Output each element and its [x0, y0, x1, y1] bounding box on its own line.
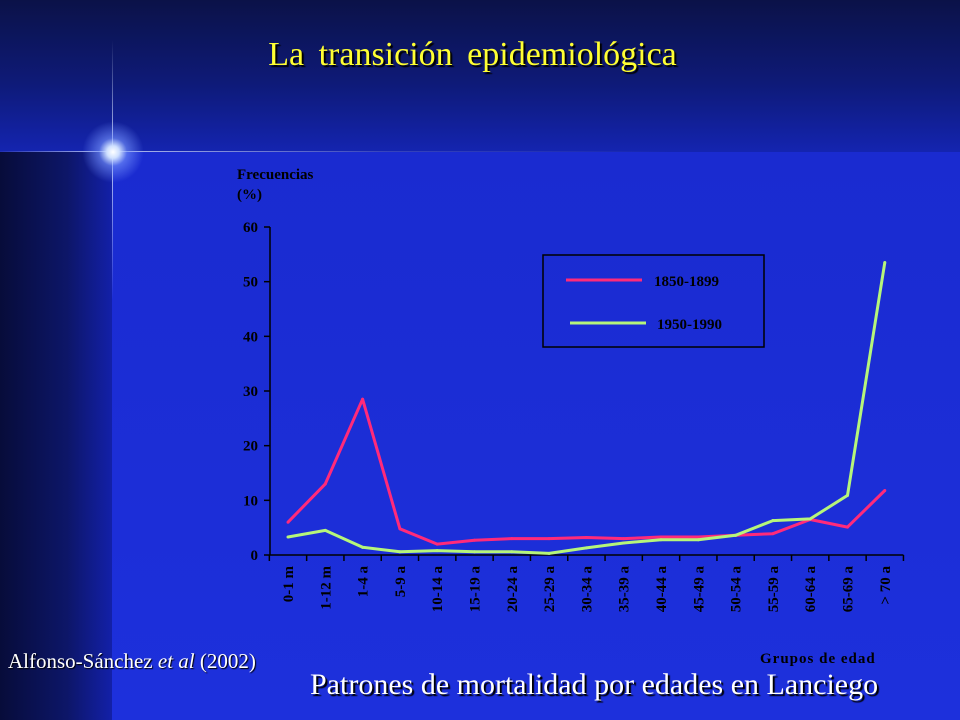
data-point	[622, 537, 626, 541]
data-point	[659, 535, 663, 539]
data-point	[323, 482, 327, 486]
data-point	[696, 535, 700, 539]
slide-title: La transición epidemiológica	[268, 36, 677, 73]
x-tick-label: 50-54 a	[729, 566, 745, 613]
data-point	[883, 261, 887, 265]
legend-label-1950-1990: 1950-1990	[657, 317, 722, 333]
legend-label-1850-1899: 1850-1899	[654, 274, 719, 290]
x-tick-label: 5-9 a	[393, 566, 409, 598]
data-point	[398, 527, 402, 531]
legend-box	[542, 254, 765, 348]
y-axis: 0 10 20 30 40 50 60	[243, 220, 271, 564]
x-tick-label: 1-4 a	[356, 566, 372, 598]
y-tick-label: 50	[243, 275, 258, 291]
data-point	[659, 538, 663, 542]
data-point	[547, 551, 551, 555]
x-tick-label: 60-64 a	[803, 566, 819, 613]
data-point	[696, 538, 700, 542]
series-line-1950-1990	[287, 262, 887, 555]
star-icon	[82, 121, 144, 183]
x-tick-label: 35-39 a	[617, 566, 633, 613]
data-point	[584, 536, 588, 540]
data-point	[883, 488, 887, 492]
x-axis-label: Grupos de edad	[760, 651, 876, 667]
citation-author: Alfonso-Sánchez	[8, 649, 153, 673]
background-top	[0, 0, 960, 152]
data-point	[435, 549, 439, 553]
y-tick-label: 60	[243, 220, 258, 236]
x-tick-label: 25-29 a	[542, 566, 558, 613]
y-tick-label: 40	[243, 329, 258, 345]
data-point	[398, 550, 402, 554]
y-tick-label: 10	[243, 493, 258, 509]
data-point	[584, 546, 588, 550]
x-tick-label: 65-69 a	[841, 566, 857, 613]
data-point	[361, 397, 365, 401]
slide-caption: Patrones de mortalidad por edades en Lan…	[310, 668, 879, 701]
data-point	[846, 493, 849, 497]
series-line-1850-1899	[286, 397, 886, 546]
star-flare-horizontal	[0, 151, 960, 152]
data-point	[286, 535, 290, 539]
data-point	[435, 542, 439, 546]
data-point	[473, 550, 476, 554]
background-left-band	[0, 152, 112, 720]
x-tick-label: 45-49 a	[691, 566, 707, 613]
data-point	[361, 545, 365, 549]
x-tick-label: 20-24 a	[505, 566, 521, 613]
data-point	[846, 525, 849, 529]
citation-etal: et al	[157, 649, 195, 673]
x-tick-label: 30-34 a	[579, 566, 595, 613]
x-tick-label: 55-59 a	[766, 566, 782, 613]
data-point	[808, 517, 812, 521]
x-tick-label: 40-44 a	[654, 566, 670, 613]
series-lines	[286, 261, 887, 555]
data-point	[323, 528, 327, 532]
data-point	[510, 550, 514, 554]
y-axis-label: Frecuencias (%)	[237, 167, 314, 203]
citation: Alfonso-Sánchez et al (2002)	[8, 649, 256, 674]
citation-year: (2002)	[199, 649, 256, 673]
x-tick-label: 0-1 m	[281, 566, 297, 603]
y-axis-label-line2: (%)	[237, 187, 262, 203]
y-tick-label: 30	[243, 384, 258, 400]
data-point	[473, 538, 476, 542]
legend: 1850-1899 1950-1990	[542, 254, 765, 348]
data-point	[734, 533, 738, 537]
data-point	[771, 519, 775, 523]
data-point	[286, 520, 290, 524]
x-tick-label: 1-12 m	[318, 566, 334, 610]
data-point	[547, 537, 551, 541]
y-tick-label: 0	[251, 548, 259, 564]
data-point	[771, 532, 775, 536]
x-tick-label: > 70 a	[878, 566, 894, 605]
x-axis: 0-1 m 1-12 m 1-4 a 5-9 a 10-14 a 15-19 a 20-24…	[268, 554, 905, 613]
x-tick-label: 10-14 a	[430, 566, 446, 613]
data-point	[510, 537, 514, 541]
data-point	[622, 541, 626, 545]
y-tick-label: 20	[243, 439, 258, 455]
background-main	[112, 152, 960, 720]
x-tick-label: 15-19 a	[468, 566, 484, 613]
y-axis-label-line1: Frecuencias	[237, 167, 314, 183]
